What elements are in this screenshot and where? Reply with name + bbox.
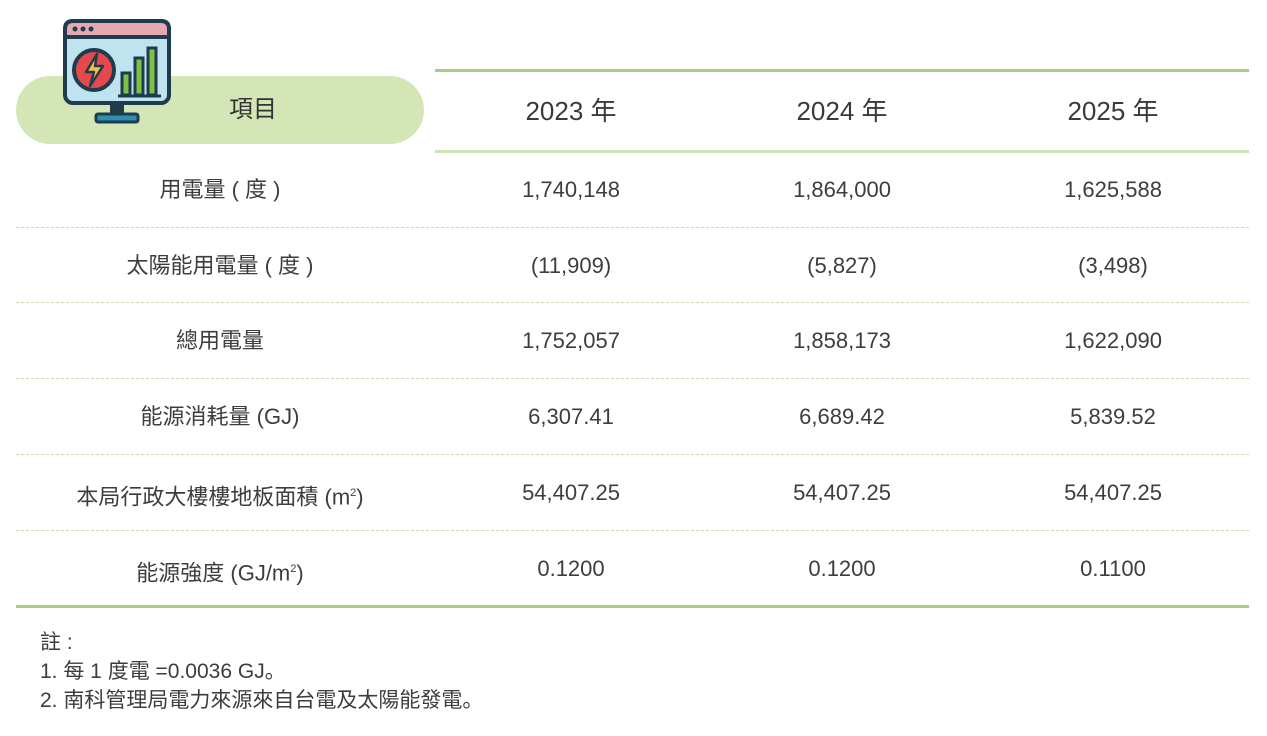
table-row-floor-area: 本局行政大樓樓地板面積 (m2) 54,407.25 54,407.25 54,… [16,455,1249,531]
row-value-2024: 6,689.42 [799,404,885,429]
row-value-2024: 54,407.25 [793,480,891,505]
row-value-2023: 1,740,148 [522,177,620,202]
note-item: 2. 南科管理局電力來源來自台電及太陽能發電。 [40,689,484,712]
header-bottom-rule [435,150,1249,153]
table-row-energy-consumption: 能源消耗量 (GJ) 6,307.41 6,689.42 5,839.52 [16,379,1249,455]
table-row-energy-intensity: 能源強度 (GJ/m2) 0.1200 0.1200 0.1100 [16,531,1249,607]
table-bottom-rule [16,605,1249,608]
row-divider [16,227,1249,228]
row-label: 能源強度 (GJ/m2) [136,560,304,586]
table-row-electricity: 用電量 ( 度 ) 1,740,148 1,864,000 1,625,588 [16,152,1249,228]
header-top-rule [435,69,1249,72]
row-label: 用電量 ( 度 ) [159,177,281,202]
row-value-2024: 1,858,173 [793,328,891,353]
row-value-2025: 1,625,588 [1064,177,1162,202]
row-value-2025: 0.1100 [1080,556,1146,581]
table-row-total-electricity: 總用電量 1,752,057 1,858,173 1,622,090 [16,303,1249,379]
row-value-2025: (3,498) [1078,253,1148,278]
monitor-energy-chart-icon [63,19,171,124]
row-value-2025: 1,622,090 [1064,328,1162,353]
row-label: 太陽能用電量 ( 度 ) [126,253,314,278]
row-label: 本局行政大樓樓地板面積 (m2) [76,484,364,510]
row-divider [16,378,1249,379]
row-value-2023: 6,307.41 [528,404,614,429]
row-value-2024: 0.1200 [808,556,876,581]
row-value-2024: 1,864,000 [793,177,891,202]
note-item: 1. 每 1 度電 =0.0036 GJ。 [40,660,286,683]
header-item-label: 項目 [229,96,277,123]
row-value-2023: (11,909) [530,253,612,278]
row-divider [16,302,1249,303]
row-value-2025: 5,839.52 [1070,404,1156,429]
notes-title: 註 : [40,631,73,654]
row-value-2024: (5,827) [807,253,877,278]
row-value-2023: 1,752,057 [522,328,620,353]
row-value-2025: 54,407.25 [1064,480,1162,505]
row-label: 能源消耗量 (GJ) [140,404,300,429]
row-value-2023: 0.1200 [537,556,605,581]
table-row-solar: 太陽能用電量 ( 度 ) (11,909) (5,827) (3,498) [16,228,1249,304]
row-label: 總用電量 [175,328,264,353]
year-header-2024: 2024 年 [796,96,888,126]
notes-block: 註 : 1. 每 1 度電 =0.0036 GJ。 2. 南科管理局電力來源來自… [40,628,483,715]
row-divider [16,530,1249,531]
row-divider [16,454,1249,455]
year-header-2025: 2025 年 [1067,96,1159,126]
year-header-2023: 2023 年 [525,96,617,126]
row-value-2023: 54,407.25 [522,480,620,505]
